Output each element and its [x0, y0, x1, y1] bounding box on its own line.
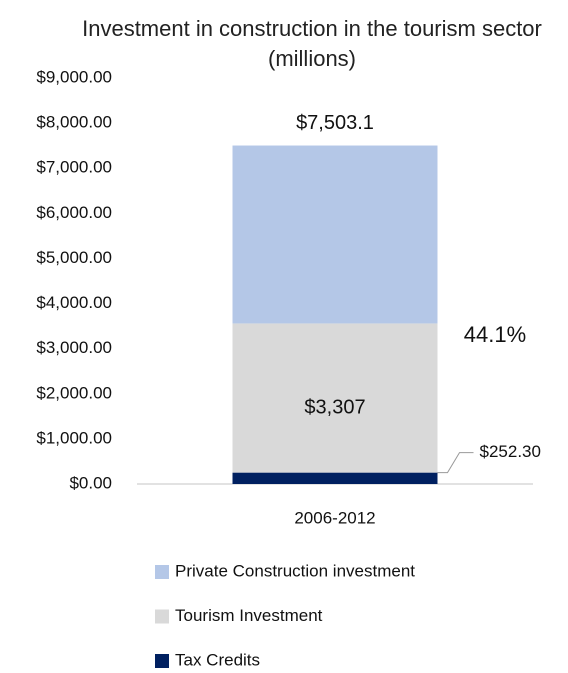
legend-swatch [155, 609, 169, 624]
y-tick-label: $3,000.00 [36, 338, 112, 357]
bar-segment [232, 472, 438, 484]
leader-line [437, 452, 474, 474]
y-tick-label: $1,000.00 [36, 428, 112, 447]
y-tick-label: $9,000.00 [36, 67, 112, 86]
data-label: $252.30 [480, 442, 541, 461]
legend-label: Private Construction investment [175, 561, 415, 580]
total-label: $7,503.1 [296, 112, 374, 134]
y-tick-label: $8,000.00 [36, 113, 112, 132]
y-tick-label: $6,000.00 [36, 203, 112, 222]
bar-segment [232, 323, 438, 473]
annotation: 44.1% [464, 322, 526, 347]
y-tick-label: $2,000.00 [36, 383, 112, 402]
x-tick-label: 2006-2012 [294, 508, 375, 527]
legend-swatch [155, 654, 169, 668]
data-label: $3,307 [304, 396, 365, 418]
legend-label: Tourism Investment [175, 606, 323, 625]
chart-title: Investment in construction in the touris… [82, 16, 542, 71]
y-tick-label: $0.00 [69, 473, 112, 492]
legend-swatch [155, 565, 169, 579]
y-tick-label: $5,000.00 [36, 248, 112, 267]
y-tick-label: $7,000.00 [36, 158, 112, 177]
y-tick-label: $4,000.00 [36, 293, 112, 312]
legend-label: Tax Credits [175, 650, 260, 669]
bar-segment [232, 145, 438, 324]
